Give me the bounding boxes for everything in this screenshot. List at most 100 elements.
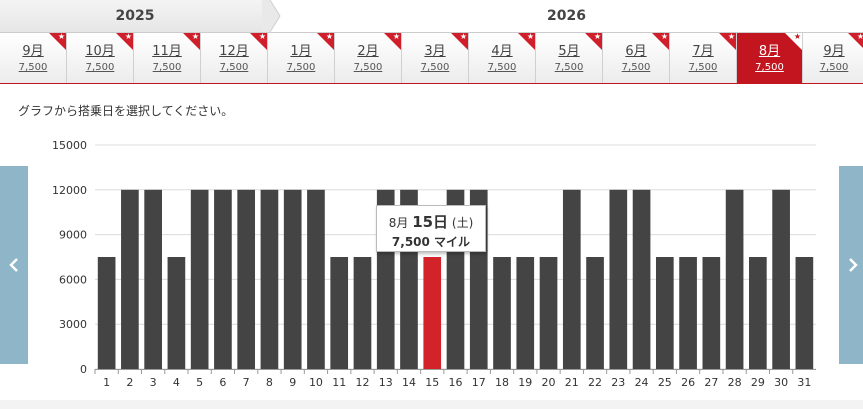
corner-ribbon — [848, 33, 863, 50]
bar-day-10[interactable] — [307, 189, 325, 369]
month-tab-label: 10月 — [85, 44, 115, 59]
month-tab-price: 7,500 — [85, 62, 115, 73]
corner-ribbon — [384, 33, 401, 50]
x-tick-label: 10 — [309, 376, 323, 389]
corner-ribbon — [250, 33, 267, 50]
corner-ribbon — [785, 33, 802, 50]
x-tick-label: 23 — [611, 376, 625, 389]
bar-day-29[interactable] — [749, 257, 767, 369]
x-tick-label: 11 — [332, 376, 346, 389]
tooltip-miles: 7,500 マイル — [391, 235, 471, 249]
corner-ribbon — [317, 33, 334, 50]
star-icon: ★ — [526, 33, 534, 41]
y-tick-label: 15000 — [52, 139, 87, 152]
month-tab-1[interactable]: 10月 7,500 ★ — [67, 33, 134, 83]
x-tick-label: 6 — [219, 376, 226, 389]
tooltip-month: 8月 — [388, 216, 409, 230]
month-tab-price: 7,500 — [819, 62, 849, 73]
bar-day-12[interactable] — [353, 257, 372, 369]
month-tab-2[interactable]: 11月 7,500 ★ — [134, 33, 201, 83]
star-icon: ★ — [392, 33, 400, 41]
bar-day-22[interactable] — [586, 257, 604, 369]
month-tab-label: 9月 — [823, 44, 845, 59]
next-button[interactable] — [839, 166, 863, 364]
month-tab-0[interactable]: 9月 7,500 ★ — [0, 33, 67, 83]
month-tab-11[interactable]: 8月 7,500 ★ — [737, 33, 803, 83]
x-tick-label: 27 — [704, 376, 718, 389]
star-icon: ★ — [727, 33, 735, 41]
month-tab-label: 6月 — [625, 44, 647, 59]
month-tab-label: 4月 — [491, 44, 513, 59]
year-bar: 2025 2026 — [0, 0, 863, 32]
month-tab-10[interactable]: 7月 7,500 ★ — [670, 33, 737, 83]
tooltip-day: 15日 — [412, 213, 449, 231]
bar-day-8[interactable] — [260, 189, 279, 369]
month-tab-3[interactable]: 12月 7,500 ★ — [201, 33, 268, 83]
month-tab-label: 3月 — [424, 44, 446, 59]
star-icon: ★ — [660, 33, 668, 41]
corner-ribbon — [116, 33, 133, 50]
month-tab-4[interactable]: 1月 7,500 ★ — [268, 33, 335, 83]
month-tab-price: 7,500 — [353, 62, 383, 73]
bar-day-24[interactable] — [632, 189, 651, 369]
x-tick-label: 3 — [150, 376, 157, 389]
x-tick-label: 18 — [495, 376, 509, 389]
month-tab-8[interactable]: 5月 7,500 ★ — [536, 33, 603, 83]
bar-day-23[interactable] — [609, 189, 628, 369]
x-tick-label: 7 — [243, 376, 250, 389]
month-tab-12[interactable]: 9月 7,500 ★ — [803, 33, 863, 83]
month-tab-price: 7,500 — [487, 62, 517, 73]
star-icon: ★ — [793, 33, 801, 41]
bar-day-25[interactable] — [655, 257, 674, 369]
bar-day-18[interactable] — [493, 257, 511, 369]
bar-day-31[interactable] — [795, 257, 814, 369]
month-tab-5[interactable]: 2月 7,500 ★ — [335, 33, 402, 83]
x-tick-label: 17 — [472, 376, 486, 389]
corner-ribbon — [518, 33, 535, 50]
bar-day-6[interactable] — [214, 189, 232, 369]
bar-day-28[interactable] — [725, 189, 744, 369]
month-tab-9[interactable]: 6月 7,500 ★ — [603, 33, 670, 83]
month-tab-price: 7,500 — [152, 62, 182, 73]
bar-day-26[interactable] — [679, 257, 697, 369]
x-tick-label: 9 — [289, 376, 296, 389]
year-2026: 2026 — [270, 0, 863, 32]
bar-day-27[interactable] — [702, 257, 721, 369]
month-tab-label: 11月 — [152, 44, 182, 59]
bar-day-30[interactable] — [772, 189, 790, 369]
chevron-right-icon — [849, 258, 858, 272]
star-icon: ★ — [258, 33, 266, 41]
x-tick-label: 14 — [402, 376, 416, 389]
corner-ribbon — [719, 33, 736, 50]
chevron-left-icon — [9, 258, 18, 272]
bar-day-5[interactable] — [190, 189, 209, 369]
x-tick-label: 29 — [751, 376, 765, 389]
bar-day-1[interactable] — [97, 257, 116, 369]
bar-day-21[interactable] — [562, 189, 581, 369]
bar-day-20[interactable] — [539, 257, 558, 369]
month-tab-label: 1月 — [290, 44, 312, 59]
bar-day-2[interactable] — [121, 189, 139, 369]
prev-button[interactable] — [0, 166, 28, 364]
month-tab-label: 9月 — [22, 44, 44, 59]
star-icon: ★ — [191, 33, 199, 41]
month-tab-7[interactable]: 4月 7,500 ★ — [469, 33, 536, 83]
bar-day-11[interactable] — [330, 257, 349, 369]
month-tab-label: 5月 — [558, 44, 580, 59]
month-tab-label: 7月 — [692, 44, 714, 59]
star-icon: ★ — [325, 33, 333, 41]
bar-day-19[interactable] — [516, 257, 535, 369]
x-tick-label: 12 — [355, 376, 369, 389]
corner-ribbon — [652, 33, 669, 50]
month-tab-price: 7,500 — [755, 62, 784, 73]
bar-day-7[interactable] — [237, 189, 256, 369]
month-tab-price: 7,500 — [219, 62, 249, 73]
bar-day-3[interactable] — [144, 189, 162, 369]
bar-day-9[interactable] — [283, 189, 302, 369]
x-tick-label: 19 — [518, 376, 532, 389]
bar-day-4[interactable] — [167, 257, 186, 369]
month-tab-price: 7,500 — [688, 62, 718, 73]
bar-day-15[interactable] — [423, 257, 442, 369]
month-tab-6[interactable]: 3月 7,500 ★ — [402, 33, 469, 83]
